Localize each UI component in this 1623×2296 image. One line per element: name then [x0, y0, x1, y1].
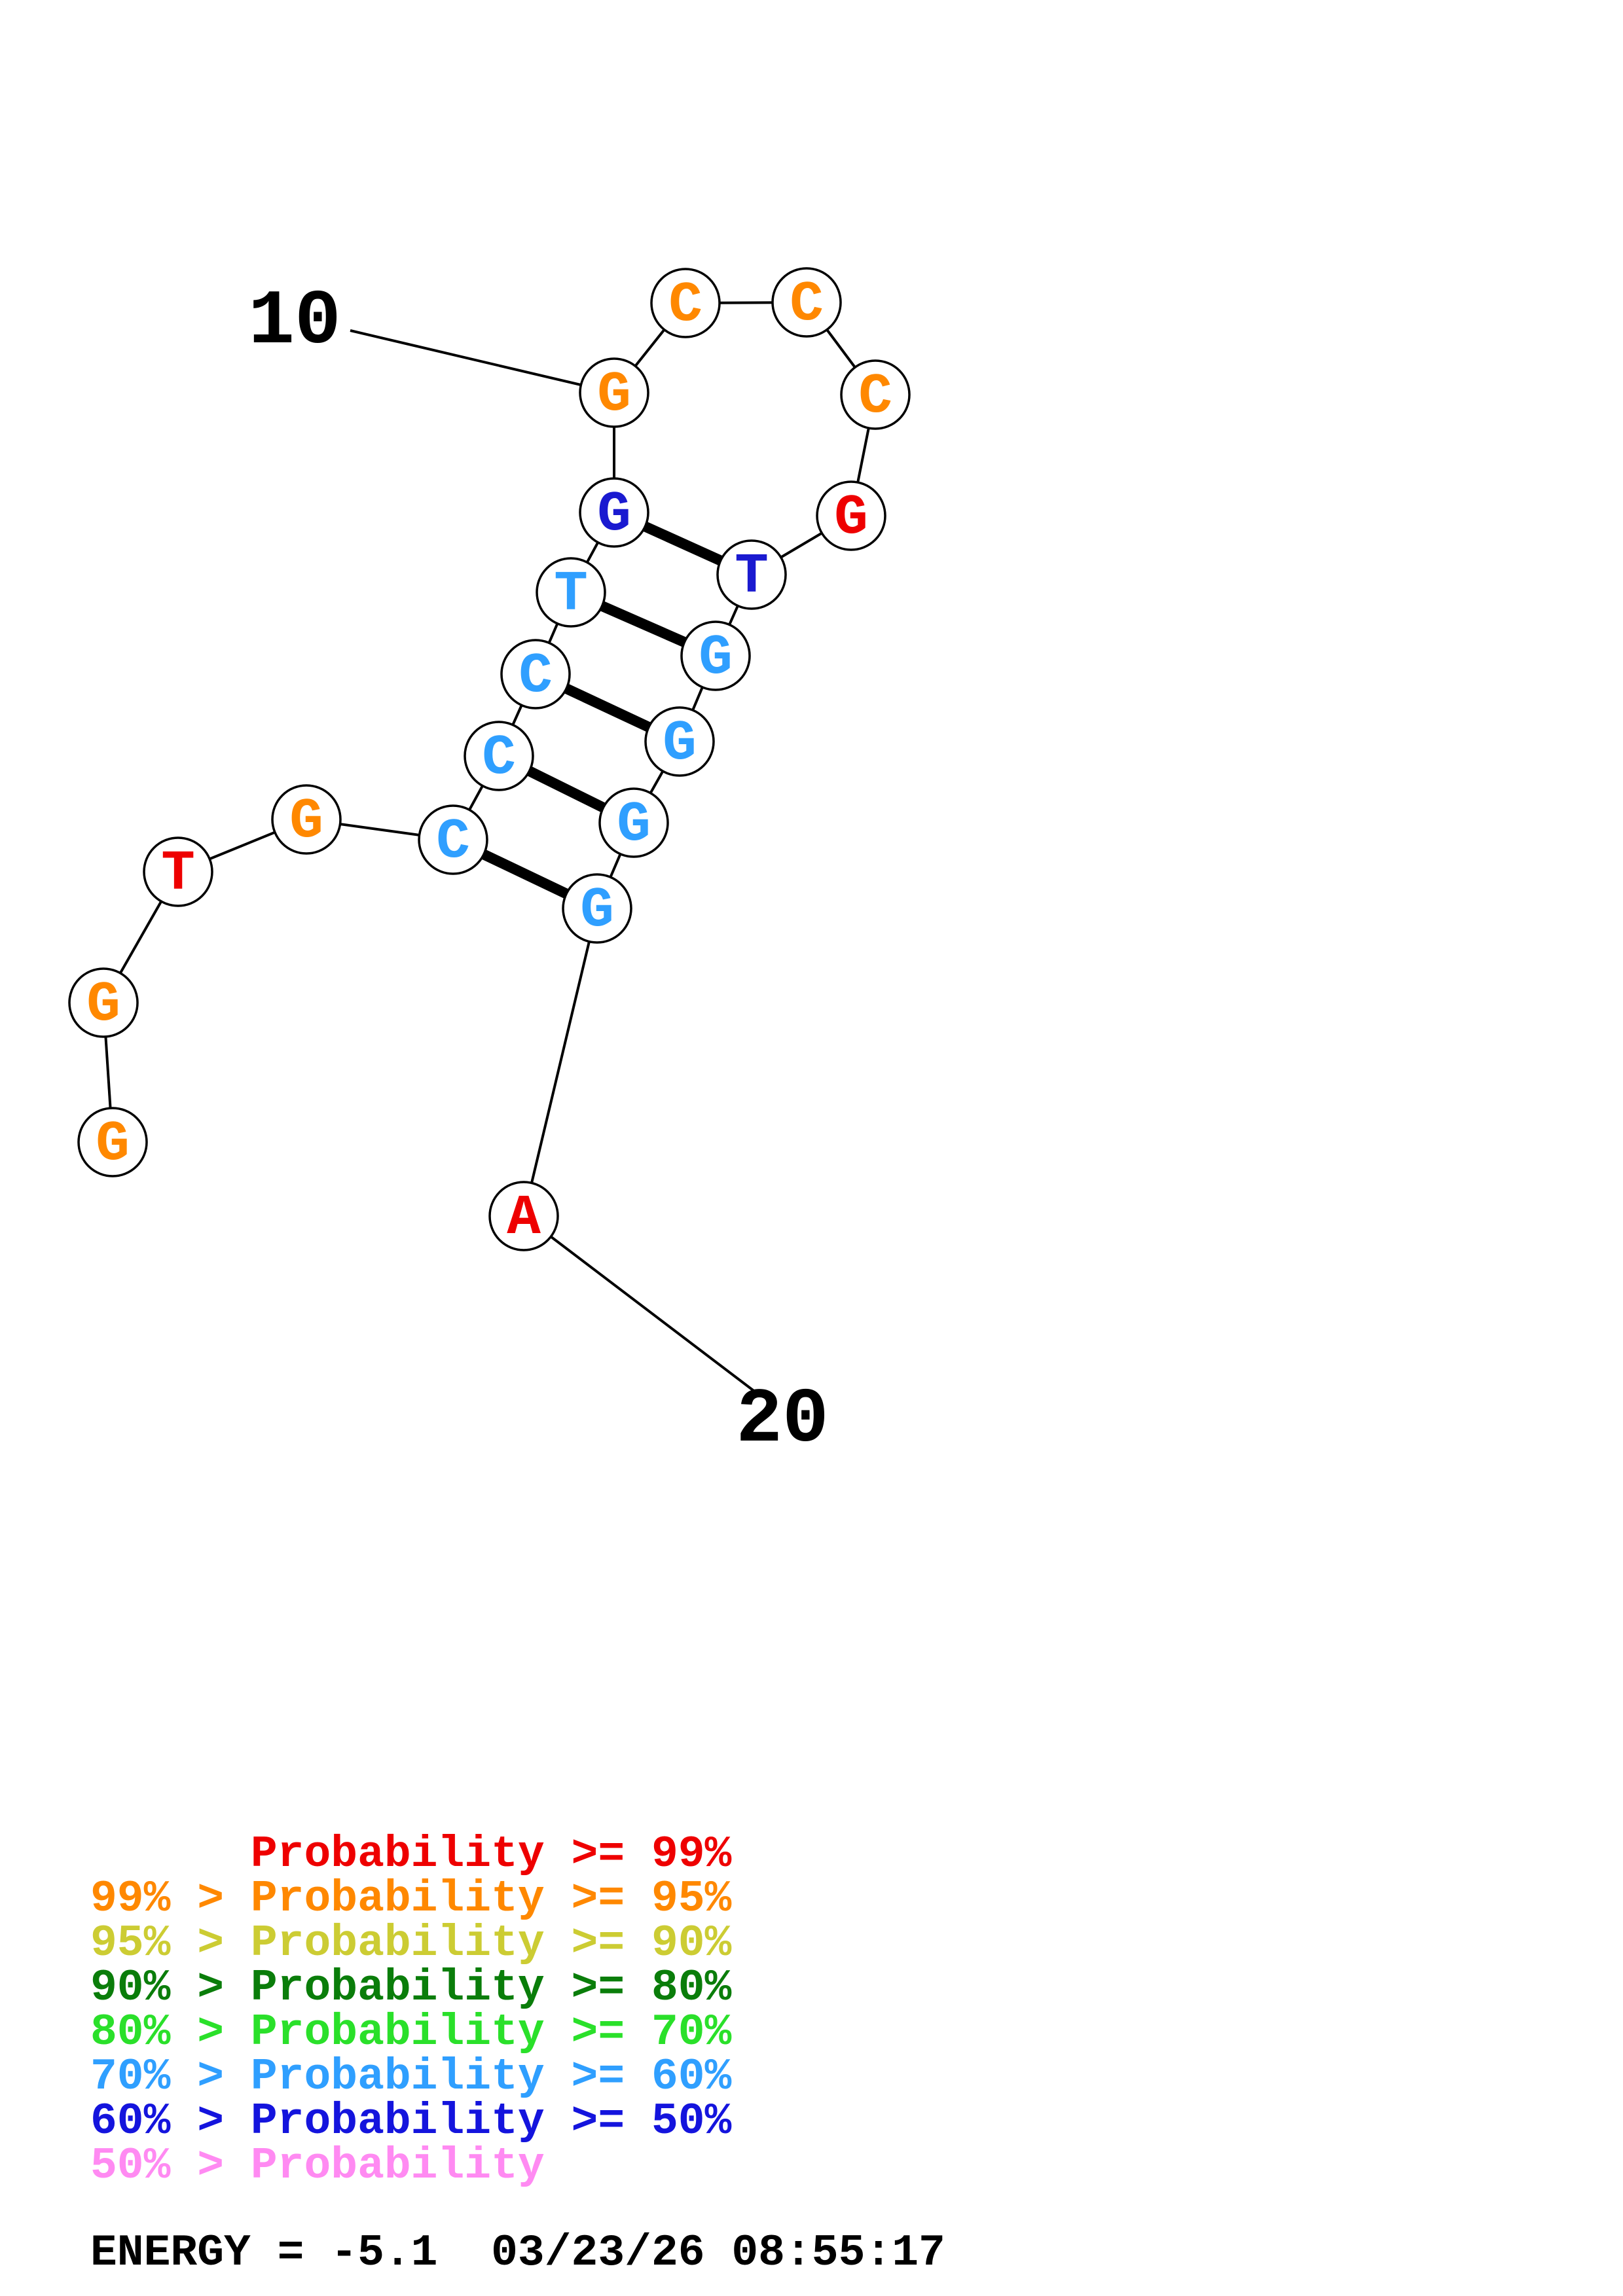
base-letter: T	[554, 562, 588, 626]
energy-caption: ENERGY = -5.1 03/23/26 08:55:17	[90, 2228, 945, 2278]
base-circle	[598, 787, 669, 858]
base-circle	[143, 836, 213, 907]
legend-row: Probability >= 99%	[90, 1829, 732, 1880]
base-letter: T	[161, 842, 195, 906]
position-label-line	[522, 1215, 759, 1395]
legend-row: 90% > Probability >= 80%	[90, 1963, 732, 2013]
base-letter: G	[580, 878, 614, 942]
base-letter: C	[790, 272, 824, 336]
legend-row: 95% > Probability >= 90%	[90, 1918, 732, 1969]
base-circle	[500, 639, 571, 709]
base-letter: G	[86, 973, 120, 1037]
base-circle	[418, 804, 488, 875]
base-circle	[464, 721, 534, 791]
base-letter: C	[668, 273, 702, 337]
legend-row: 70% > Probability >= 60%	[90, 2052, 732, 2102]
base-letter: G	[289, 789, 323, 853]
base-circle	[488, 1181, 559, 1251]
base-letter: G	[96, 1112, 130, 1176]
base-letter: G	[699, 626, 733, 690]
base-letter: G	[834, 486, 868, 550]
base-letter: G	[597, 363, 631, 427]
base-circle	[840, 359, 911, 430]
base-letter: G	[597, 482, 631, 547]
base-letter: G	[663, 711, 697, 776]
base-letter: C	[858, 365, 892, 429]
base-circle	[716, 539, 787, 610]
base-letter: T	[735, 545, 769, 609]
base-circle	[271, 784, 342, 855]
backbone-segment	[522, 908, 598, 1217]
base-letter: C	[519, 644, 553, 708]
base-circle	[536, 557, 606, 628]
base-circle	[562, 873, 632, 944]
legend-row: 50% > Probability	[90, 2141, 545, 2191]
base-circle	[579, 477, 649, 548]
base-circle	[816, 480, 886, 551]
legend-row: 99% > Probability >= 95%	[90, 1874, 732, 1924]
position-label: 10	[248, 279, 341, 366]
base-letter: A	[507, 1186, 541, 1250]
base-circle	[68, 967, 139, 1038]
base-circle	[650, 268, 721, 338]
legend-row: 60% > Probability >= 50%	[90, 2096, 732, 2147]
position-label: 20	[736, 1377, 829, 1464]
base-letter: C	[436, 810, 470, 874]
base-circle	[644, 706, 715, 777]
probability-legend: Probability >= 99% 99% > Probability >= 9…	[90, 1833, 731, 2189]
base-circle	[579, 357, 649, 428]
position-label-line	[350, 329, 615, 394]
base-circle	[771, 267, 842, 338]
base-circle	[77, 1107, 148, 1177]
base-circle	[680, 620, 751, 691]
base-letter: G	[617, 793, 651, 857]
base-letter: C	[482, 726, 516, 790]
legend-row: 80% > Probability >= 70%	[90, 2007, 732, 2058]
